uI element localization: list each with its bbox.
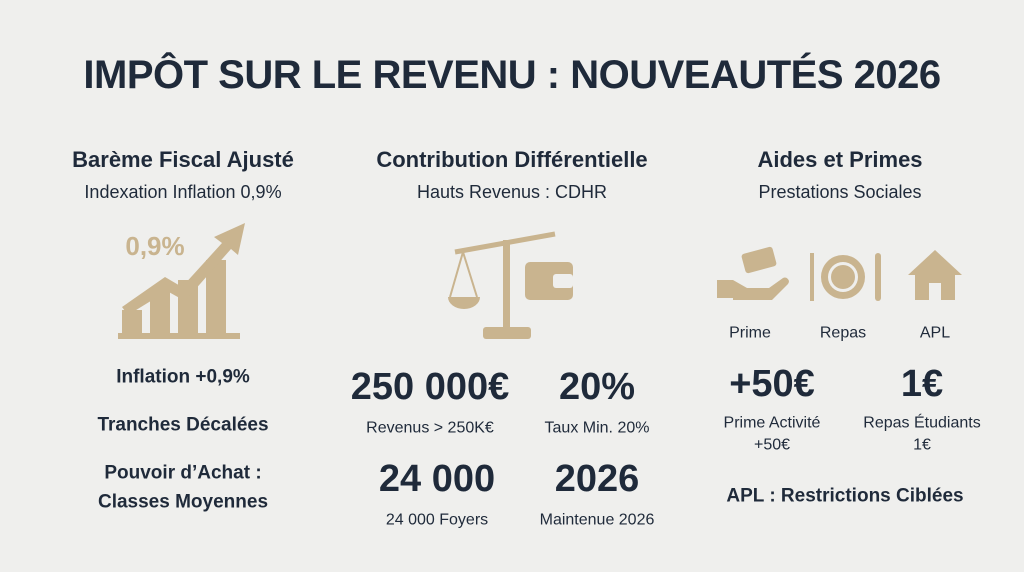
footer-note: APL : Restrictions Ciblées	[726, 485, 964, 507]
item: Pouvoir d’Achat :	[104, 462, 262, 484]
heading: Aides et Primes	[757, 146, 923, 172]
subheading: Prestations Sociales	[758, 182, 922, 203]
stat-label: Prime Activité	[723, 414, 821, 432]
stat-label: +50€	[753, 436, 791, 454]
stat-value: 250 000€	[350, 366, 510, 409]
item: Inflation +0,9%	[116, 366, 250, 388]
stat-label: Maintenue 2026	[539, 511, 655, 529]
icon-label: Prime	[729, 324, 771, 342]
aid-icons	[717, 246, 962, 301]
stat-label: Taux Min. 20%	[544, 419, 650, 437]
icon-label: Repas	[819, 324, 867, 342]
item: Tranches Décalées	[97, 414, 269, 436]
subheading: Indexation Inflation 0,9%	[84, 182, 282, 203]
item: Classes Moyennes	[97, 491, 269, 513]
icon-label: APL	[919, 324, 951, 342]
stat-value: 20%	[558, 366, 636, 409]
stat-value: +50€	[729, 363, 815, 406]
stat-value: 2026	[554, 458, 640, 501]
stat-label: 1€	[913, 436, 931, 454]
scale-icon	[448, 231, 573, 339]
stat-value: 1€	[900, 363, 944, 406]
stat-value: 24 000	[378, 458, 496, 501]
title: IMPÔT SUR LE REVENU : NOUVEAUTÉS 2026	[83, 53, 941, 97]
stat-label: 24 000 Foyers	[385, 511, 489, 529]
stat-label: Repas Étudiants	[863, 414, 981, 432]
heading: Barème Fiscal Ajusté	[72, 146, 294, 172]
heading: Contribution Différentielle	[376, 146, 648, 172]
icon-label: 0,9%	[125, 231, 184, 261]
subheading: Hauts Revenus : CDHR	[416, 182, 608, 203]
stat-label: Revenus > 250K€	[366, 419, 494, 437]
growth-icon: 0,9%	[118, 223, 245, 339]
